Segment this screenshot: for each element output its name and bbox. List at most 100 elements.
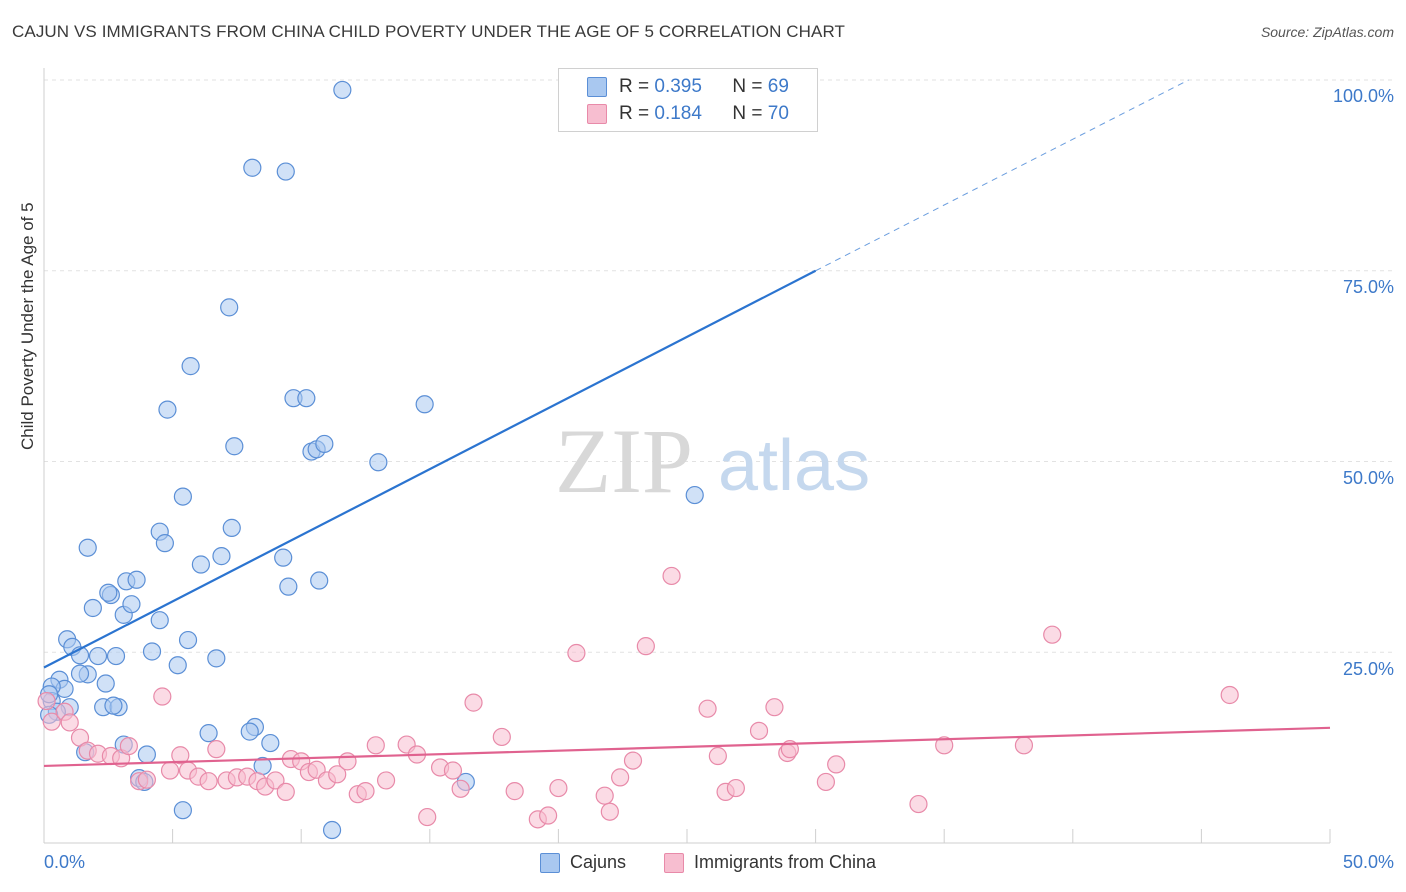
point-china xyxy=(749,721,769,740)
point-cajuns xyxy=(369,453,388,472)
point-cajuns xyxy=(261,733,280,753)
series-legend: Cajuns Immigrants from China xyxy=(0,852,1406,878)
point-china xyxy=(443,761,463,780)
point-cajuns xyxy=(106,646,126,666)
legend-n-value: 69 xyxy=(767,76,789,97)
point-cajuns xyxy=(158,400,177,419)
point-china xyxy=(662,566,681,586)
point-china xyxy=(827,755,846,774)
legend-n-label: N = xyxy=(732,103,768,124)
point-china xyxy=(549,778,568,798)
point-cajuns xyxy=(104,696,123,715)
y-tick-label: 100.0% xyxy=(1332,86,1394,106)
legend-r-value: 0.395 xyxy=(654,76,702,97)
point-china xyxy=(505,782,524,801)
legend-item-china: Immigrants from China xyxy=(664,852,876,873)
y-axis-label: Child Poverty Under the Age of 5 xyxy=(18,202,37,450)
point-cajuns xyxy=(222,518,241,537)
legend-n-label: N = xyxy=(732,76,768,97)
point-china xyxy=(418,807,437,827)
point-china xyxy=(698,699,717,718)
chart-title: CAJUN VS IMMIGRANTS FROM CHINA CHILD POV… xyxy=(12,22,846,41)
legend-swatch-cajuns xyxy=(587,77,607,97)
point-cajuns xyxy=(207,649,226,668)
x-tick-label-min: 0.0% xyxy=(44,852,86,872)
point-china xyxy=(1014,736,1034,755)
point-china xyxy=(366,736,385,755)
point-cajuns xyxy=(315,434,334,454)
point-cajuns xyxy=(173,801,192,820)
correlation-legend: R = 0.395 N = 69 R = 0.184 N = 70 xyxy=(558,68,818,132)
point-cajuns xyxy=(297,389,316,408)
legend-n-value: 70 xyxy=(767,103,789,124)
legend-label-china: Immigrants from China xyxy=(694,852,877,872)
point-china xyxy=(464,693,483,712)
point-china xyxy=(376,771,396,790)
point-china xyxy=(623,751,643,770)
point-china xyxy=(328,765,347,784)
point-china xyxy=(276,782,295,801)
legend-r-value: 0.184 xyxy=(654,103,702,124)
point-cajuns xyxy=(96,674,115,693)
point-cajuns xyxy=(122,595,141,614)
point-cajuns xyxy=(279,577,298,596)
point-china xyxy=(636,637,655,656)
point-cajuns xyxy=(199,724,218,743)
point-cajuns xyxy=(274,548,293,567)
point-cajuns xyxy=(168,656,187,675)
point-china xyxy=(611,768,630,787)
point-cajuns xyxy=(276,162,295,181)
point-china xyxy=(119,736,138,756)
legend-swatch-cajuns xyxy=(540,852,560,873)
point-china xyxy=(909,794,928,814)
trendline-cajuns-extension xyxy=(815,79,1189,272)
source-label: Source: ZipAtlas.com xyxy=(1260,24,1394,40)
point-china xyxy=(171,746,190,765)
point-cajuns xyxy=(88,646,108,666)
point-china xyxy=(492,727,511,747)
legend-swatch-china xyxy=(587,104,607,124)
point-cajuns xyxy=(155,534,174,553)
point-cajuns xyxy=(333,80,352,100)
point-cajuns xyxy=(178,630,198,650)
point-cajuns xyxy=(181,357,200,376)
point-china xyxy=(765,698,784,717)
legend-label-cajuns: Cajuns xyxy=(570,852,627,872)
point-china xyxy=(356,782,375,801)
point-china xyxy=(266,771,285,790)
point-china xyxy=(1220,685,1239,705)
point-china xyxy=(935,736,954,755)
point-china xyxy=(137,770,156,789)
watermark: ZIP atlas xyxy=(555,410,870,512)
legend-row-china: R = 0.184 N = 70 xyxy=(587,102,789,126)
trendline-cajuns xyxy=(43,269,817,669)
point-cajuns xyxy=(310,571,329,590)
legend-swatch-china xyxy=(664,852,684,873)
trendlines xyxy=(43,79,1331,768)
point-china xyxy=(37,691,56,711)
point-china xyxy=(567,643,586,663)
point-cajuns xyxy=(191,555,210,574)
point-china xyxy=(816,772,835,792)
y-tick-label: 50.0% xyxy=(1342,468,1394,488)
point-cajuns xyxy=(240,722,259,741)
point-china xyxy=(539,806,558,825)
point-china xyxy=(600,802,619,821)
point-cajuns xyxy=(212,547,231,566)
point-china xyxy=(153,687,172,706)
watermark-zip: ZIP xyxy=(555,410,693,512)
point-china xyxy=(160,761,180,780)
point-china xyxy=(595,786,614,805)
point-china xyxy=(708,746,727,766)
point-china xyxy=(451,779,470,798)
point-cajuns xyxy=(142,642,162,661)
point-china xyxy=(1043,625,1062,644)
point-china xyxy=(207,740,226,759)
series-cajuns xyxy=(40,80,704,840)
trendline-china xyxy=(43,726,1331,768)
point-china xyxy=(338,752,357,771)
point-cajuns xyxy=(173,487,192,506)
series-china xyxy=(37,566,1239,829)
legend-r-label: R = xyxy=(619,103,655,124)
point-cajuns xyxy=(137,745,156,764)
